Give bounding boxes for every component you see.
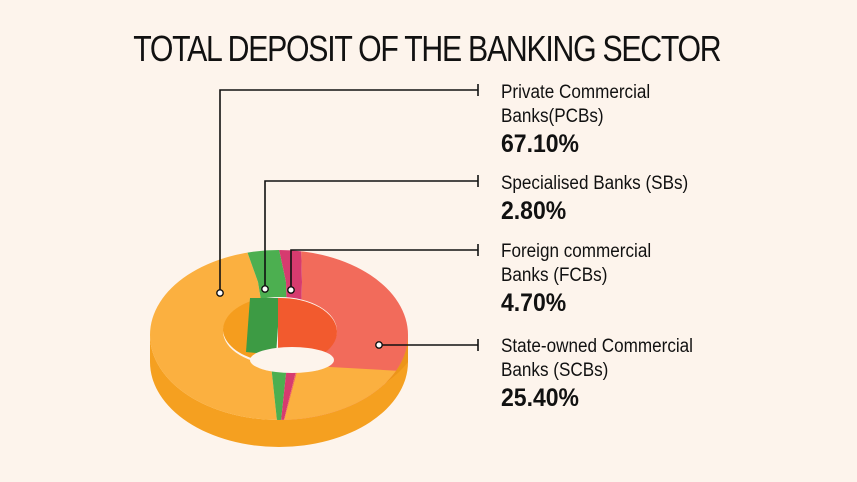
label-scbs-value: 25.40%: [501, 384, 580, 412]
segment-pcbs-front: [279, 360, 408, 420]
label-sbs-name: Specialised Banks (SBs): [501, 173, 689, 194]
leader-dot-scbs: [375, 341, 383, 349]
leader-line-pcbs: [219, 84, 479, 290]
label-sbs: Specialised Banks (SBs) 2.80%: [501, 172, 841, 226]
label-fcbs: Foreign commercial Banks (FCBs) 4.70%: [501, 240, 841, 318]
leader-dot-sbs: [261, 285, 269, 293]
leader-line-fcbs: [290, 244, 479, 287]
label-pcbs-name: Private Commercial Banks(PCBs): [501, 82, 651, 127]
label-sbs-value: 2.80%: [501, 197, 567, 225]
label-pcbs: Private Commercial Banks(PCBs) 67.10%: [501, 81, 841, 159]
hole-floor: [250, 347, 334, 373]
label-scbs: State-owned Commercial Banks (SCBs) 25.4…: [501, 335, 841, 413]
label-pcbs-value: 67.10%: [501, 130, 580, 158]
segment-sbs: [243, 250, 288, 420]
hole-wall-right: [278, 297, 338, 356]
donut-side: [150, 335, 408, 447]
leader-line-sbs: [264, 175, 479, 286]
leader-line-scbs: [382, 339, 479, 351]
label-fcbs-name: Foreign commercial Banks (FCBs): [501, 241, 652, 286]
leader-dot-fcbs: [287, 286, 295, 294]
label-fcbs-value: 4.70%: [501, 289, 567, 317]
hole-wall-mid: [246, 298, 280, 355]
label-scbs-name: State-owned Commercial Banks (SCBs): [501, 336, 693, 381]
leader-dot-pcbs: [216, 289, 224, 297]
chart-title: TOTAL DEPOSIT OF THE BANKING SECTOR: [133, 28, 721, 69]
